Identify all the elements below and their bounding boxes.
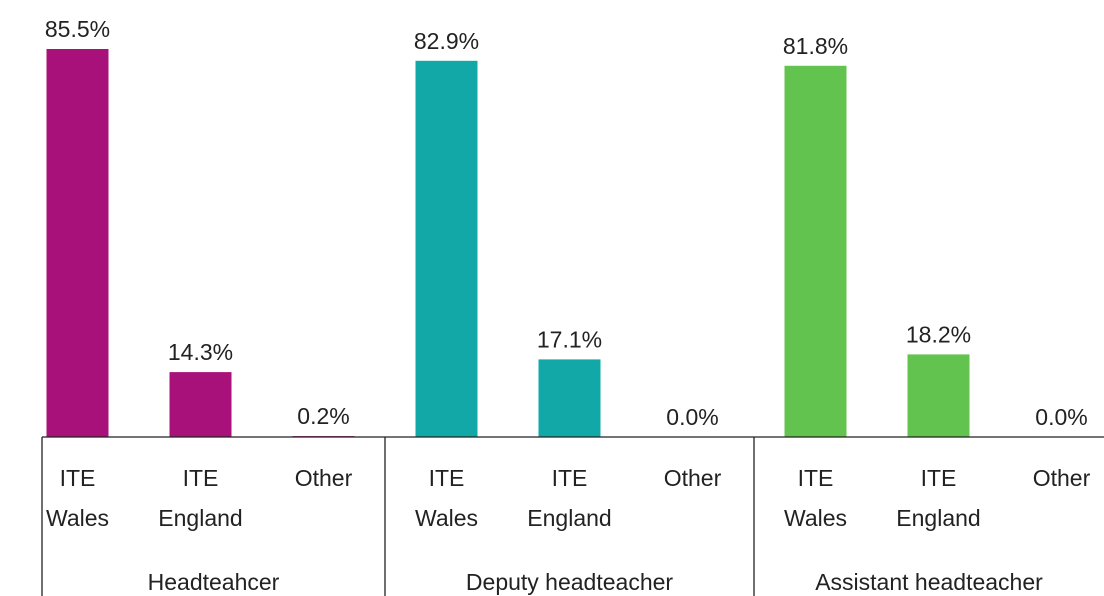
group-label: Headteahcer [148,569,280,595]
value-label: 18.2% [906,321,971,347]
value-label: 0.2% [297,403,349,429]
value-label: 14.3% [168,339,233,365]
value-label: 82.9% [414,28,479,54]
value-label: 81.8% [783,33,848,59]
category-label: ITE England [896,465,981,531]
value-label: 0.0% [1035,404,1087,430]
category-label: Other [294,465,353,491]
bar [784,65,847,437]
bar [169,372,232,437]
category-label: ITE Wales [45,465,110,531]
group-label: Deputy headteacher [466,569,673,595]
category-label: ITE England [527,465,612,531]
value-label: 17.1% [537,326,602,352]
bar [538,359,601,437]
bar [46,49,109,437]
group-label: Assistant headteacher [815,569,1043,595]
bar [907,354,970,437]
category-label: ITE England [158,465,243,531]
category-label: ITE Wales [783,465,848,531]
category-label: Other [1032,465,1091,491]
category-label: ITE Wales [414,465,479,531]
value-label: 85.5% [45,16,110,42]
category-label: Other [663,465,722,491]
bar [415,60,478,438]
value-label: 0.0% [666,404,718,430]
